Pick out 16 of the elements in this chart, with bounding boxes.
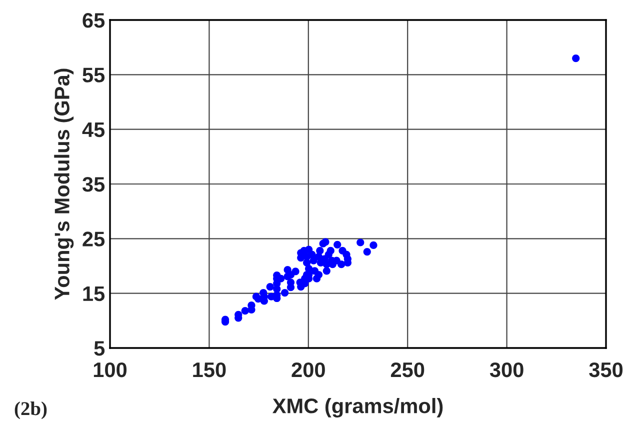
- x-tick-label: 350: [589, 362, 623, 378]
- y-tick-label: 35: [82, 177, 105, 192]
- y-tick-label: 45: [82, 122, 105, 138]
- x-tick-label: 200: [292, 362, 325, 378]
- y-tick-label: 55: [82, 68, 105, 82]
- y-tick-label: 15: [83, 286, 105, 302]
- x-tick-label: 300: [490, 362, 524, 378]
- x-tick-label: 150: [193, 362, 226, 378]
- x-axis-title: XMC (grams/mol): [272, 398, 443, 418]
- text: (2b): [14, 402, 47, 420]
- x-tick-label: 100: [94, 362, 127, 378]
- y-tick-label: 25: [82, 232, 105, 246]
- y-axis-title: Young's Modulus (GPa): [54, 68, 74, 300]
- y-tick-label: 5: [94, 341, 105, 356]
- x-tick-label: 250: [390, 362, 424, 378]
- y-tick-label: 65: [82, 13, 105, 28]
